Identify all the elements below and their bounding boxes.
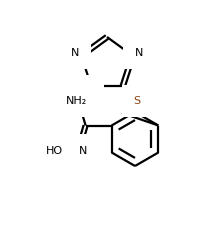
Text: HO: HO bbox=[46, 145, 63, 155]
Text: N: N bbox=[78, 145, 86, 155]
Text: HN: HN bbox=[75, 86, 92, 96]
Text: S: S bbox=[133, 96, 140, 106]
Text: N: N bbox=[134, 48, 142, 58]
Text: NH₂: NH₂ bbox=[66, 96, 87, 106]
Text: N: N bbox=[71, 48, 79, 58]
